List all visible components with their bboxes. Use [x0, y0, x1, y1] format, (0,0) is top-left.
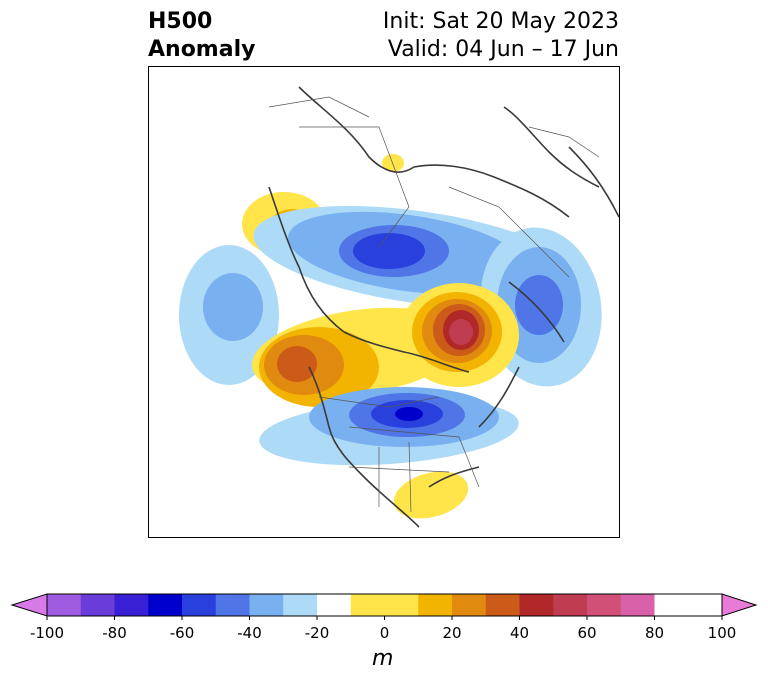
colorbar-tick-label: 100	[708, 624, 737, 642]
init-date-text: Init: Sat 20 May 2023	[382, 9, 619, 34]
anomaly-southeast-us-ridge	[393, 471, 469, 519]
title-line-2: Anomaly	[148, 37, 256, 62]
colorbar-bin	[654, 594, 689, 616]
colorbar-bin	[350, 594, 419, 616]
colorbar-bin	[249, 594, 284, 616]
colorbar-unit-label: m	[372, 646, 394, 671]
map-svg	[149, 86, 619, 528]
colorbar-over-triangle	[721, 593, 758, 617]
colorbar: -100 -80 -60 -40 -20 0 20 40 60 80 100	[0, 586, 768, 684]
colorbar-tick-label: 60	[577, 624, 596, 642]
title-line-1: H500	[148, 9, 213, 34]
colorbar-bin	[283, 594, 318, 616]
colorbar-tick-label: -60	[170, 624, 195, 642]
colorbar-svg: -100 -80 -60 -40 -20 0 20 40 60 80 100	[10, 593, 758, 642]
colorbar-bin	[215, 594, 250, 616]
colorbar-tick-label: 0	[380, 624, 390, 642]
colorbar-bin	[182, 594, 217, 616]
colorbar-bin	[317, 594, 352, 616]
colorbar-under-triangle	[10, 593, 48, 617]
colorbar-bin	[148, 594, 183, 616]
colorbar-bin	[485, 594, 520, 616]
colorbar-bin	[452, 594, 487, 616]
colorbar-tick-label: 20	[442, 624, 461, 642]
colorbar-bin	[47, 594, 82, 616]
colorbar-tick-label: -100	[30, 624, 64, 642]
anomaly-north-pacific-trough	[149, 245, 279, 385]
colorbar-bin	[587, 594, 622, 616]
colorbar-tick-label: -20	[305, 624, 330, 642]
valid-date-text: Valid: 04 Jun – 17 Jun	[387, 37, 619, 62]
colorbar-bin	[80, 594, 115, 616]
anomaly-greenland-ridge	[399, 283, 519, 387]
colorbar-tick-label: 80	[645, 624, 664, 642]
colorbar-bin	[553, 594, 588, 616]
colorbar-bin	[114, 594, 149, 616]
colorbar-tick-label: -40	[237, 624, 262, 642]
colorbar-tick-label: -80	[102, 624, 127, 642]
colorbar-bin	[418, 594, 453, 616]
colorbar-bin	[519, 594, 554, 616]
map-title: H500 Anomaly	[148, 8, 255, 64]
anomaly-arctic-ridge-small	[382, 154, 404, 172]
colorbar-tick-label: 40	[510, 624, 529, 642]
forecast-dates: Init: Sat 20 May 2023 Valid: 04 Jun – 17…	[383, 8, 619, 64]
colorbar-bin	[688, 594, 723, 616]
colorbar-bin	[620, 594, 655, 616]
borders	[268, 96, 600, 513]
anomaly-map	[148, 66, 620, 538]
